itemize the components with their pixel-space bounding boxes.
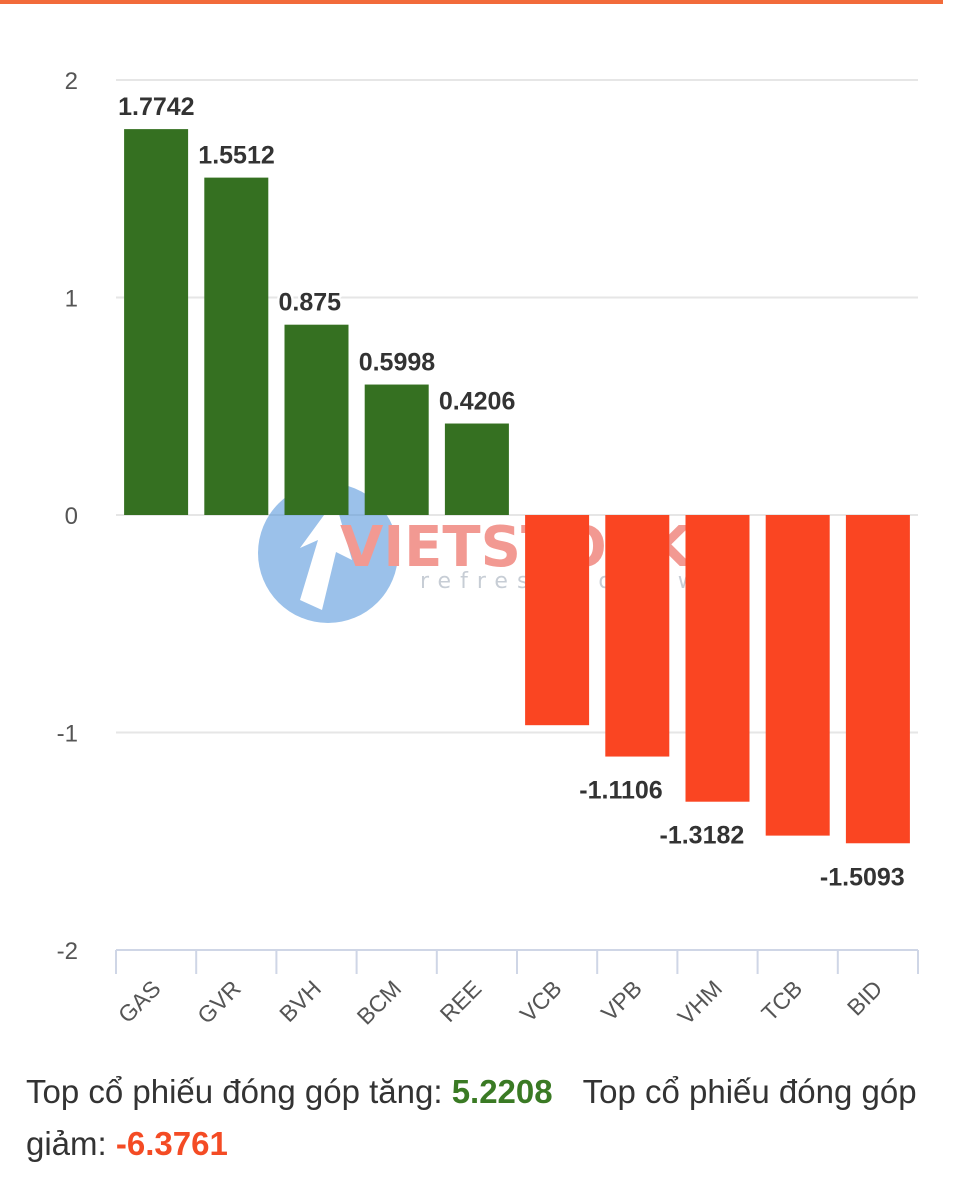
bar-bcm (364, 384, 429, 515)
y-tick-label: 0 (65, 503, 78, 530)
category-label-tcb: TCB (756, 975, 807, 1026)
category-label-vpb: VPB (596, 975, 647, 1026)
category-label-bcm: BCM (352, 975, 407, 1030)
y-tick-label: -1 (57, 721, 78, 748)
y-tick-label: 1 (65, 286, 78, 313)
data-label-bid: -1.5093 (820, 863, 905, 891)
bar-tcb (765, 515, 830, 836)
bar-ree (444, 423, 509, 515)
data-label-bvh: 0.875 (279, 289, 342, 317)
contribution-summary: Top cổ phiếu đóng góp tăng: 5.2208 Top cổ… (26, 1066, 946, 1170)
category-label-gvr: GVR (192, 975, 246, 1029)
increase-value: 5.2208 (451, 1073, 553, 1110)
y-tick-labels: 2 1 0 -1 -2 (57, 68, 78, 965)
data-label-vhm: -1.3182 (660, 822, 745, 850)
decrease-value: -6.3761 (115, 1125, 228, 1162)
y-tick-label: 2 (65, 68, 78, 95)
watermark-arrow-icon (300, 500, 352, 610)
bars (124, 129, 910, 844)
category-label-bid: BID (842, 975, 887, 1020)
data-label-gvr: 1.5512 (198, 142, 274, 170)
data-label-bcm: 0.5998 (359, 349, 436, 377)
bar-bvh (284, 324, 349, 515)
category-label-gas: GAS (113, 975, 166, 1028)
category-label-vcb: VCB (515, 975, 567, 1027)
top-accent-rule (0, 0, 943, 4)
data-label-vpb: -1.1106 (579, 777, 662, 805)
x-axis (115, 949, 919, 974)
data-label-gas: 1.7742 (118, 93, 194, 121)
bar-vhm (685, 515, 750, 802)
bar-gvr (204, 177, 269, 515)
contribution-bar-chart: VIETSTOCK refresh your way 210-1-2 1.774… (57, 68, 919, 1030)
category-label-bvh: BVH (274, 975, 326, 1027)
category-label-vhm: VHM (672, 975, 727, 1030)
increase-label: Top cổ phiếu đóng góp tăng: (26, 1073, 443, 1110)
category-labels: GAS GVR BVH BCM REE VCB VPB VHM TCB BID (113, 975, 888, 1030)
bar-vpb (605, 515, 670, 757)
category-label-ree: REE (435, 975, 487, 1027)
data-label-ree: 0.4206 (439, 388, 515, 416)
y-tick-label: -2 (57, 938, 78, 965)
bar-bid (845, 515, 910, 844)
bar-gas (124, 129, 189, 515)
bar-vcb (525, 515, 590, 726)
decrease-label: Top cổ phiếu đóng góp giảm: (26, 1073, 917, 1162)
